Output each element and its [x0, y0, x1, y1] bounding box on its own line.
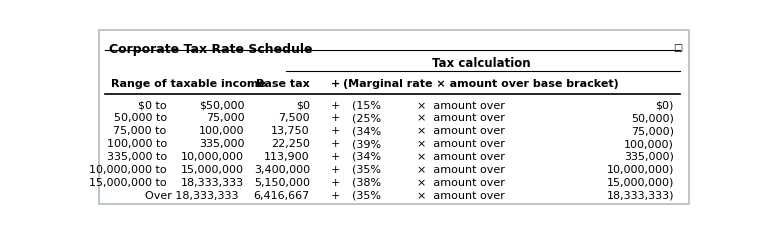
- Text: ×  amount over: × amount over: [417, 100, 505, 110]
- Text: 6,416,667: 6,416,667: [253, 190, 310, 200]
- Text: ×  amount over: × amount over: [417, 177, 505, 187]
- Text: $0: $0: [296, 100, 310, 110]
- Text: 100,000): 100,000): [624, 139, 674, 149]
- Text: Base tax: Base tax: [256, 79, 310, 89]
- Text: 335,000): 335,000): [624, 151, 674, 161]
- Text: +: +: [331, 151, 340, 161]
- Text: +: +: [331, 113, 340, 123]
- Text: 100,000 to: 100,000 to: [106, 139, 166, 149]
- Text: 15,000,000: 15,000,000: [181, 164, 244, 174]
- Text: +: +: [331, 177, 340, 187]
- Text: 335,000: 335,000: [199, 139, 244, 149]
- Text: 13,750: 13,750: [271, 126, 310, 136]
- Text: 100,000: 100,000: [199, 126, 244, 136]
- Text: +: +: [331, 100, 340, 110]
- Text: 10,000,000 to: 10,000,000 to: [89, 164, 166, 174]
- Text: 113,900: 113,900: [264, 151, 310, 161]
- Text: (15%: (15%: [352, 100, 380, 110]
- Text: 22,250: 22,250: [271, 139, 310, 149]
- Text: ×  amount over: × amount over: [417, 164, 505, 174]
- Text: (25%: (25%: [352, 113, 381, 123]
- Text: 75,000 to: 75,000 to: [113, 126, 166, 136]
- Text: ×  amount over: × amount over: [417, 190, 505, 200]
- Text: (35%: (35%: [352, 164, 380, 174]
- Text: (39%: (39%: [352, 139, 381, 149]
- Text: 18,333,333: 18,333,333: [181, 177, 244, 187]
- Text: $0): $0): [655, 100, 674, 110]
- Text: $50,000: $50,000: [199, 100, 244, 110]
- Text: 3,400,000: 3,400,000: [254, 164, 310, 174]
- Text: (34%: (34%: [352, 126, 381, 136]
- Text: (35%: (35%: [352, 190, 380, 200]
- Text: 15,000,000 to: 15,000,000 to: [89, 177, 166, 187]
- Text: (Marginal rate × amount over base bracket): (Marginal rate × amount over base bracke…: [343, 79, 619, 89]
- Text: 50,000): 50,000): [631, 113, 674, 123]
- Text: 15,000,000): 15,000,000): [607, 177, 674, 187]
- Text: +: +: [331, 164, 340, 174]
- Text: 75,000): 75,000): [631, 126, 674, 136]
- Text: +: +: [331, 139, 340, 149]
- Text: ×  amount over: × amount over: [417, 126, 505, 136]
- Text: Corporate Tax Rate Schedule: Corporate Tax Rate Schedule: [109, 43, 313, 56]
- Text: ×  amount over: × amount over: [417, 113, 505, 123]
- Text: +: +: [331, 79, 340, 89]
- Text: +: +: [331, 190, 340, 200]
- Text: +: +: [331, 126, 340, 136]
- Text: 7,500: 7,500: [278, 113, 310, 123]
- Text: 75,000: 75,000: [206, 113, 244, 123]
- Text: 18,333,333): 18,333,333): [607, 190, 674, 200]
- Text: Range of taxable income: Range of taxable income: [112, 79, 266, 89]
- Text: 10,000,000): 10,000,000): [607, 164, 674, 174]
- Text: ×  amount over: × amount over: [417, 151, 505, 161]
- Text: 10,000,000: 10,000,000: [181, 151, 244, 161]
- Text: $0 to: $0 to: [138, 100, 166, 110]
- Text: Over 18,333,333: Over 18,333,333: [145, 190, 238, 200]
- Text: (34%: (34%: [352, 151, 381, 161]
- Text: 335,000 to: 335,000 to: [106, 151, 166, 161]
- Text: 50,000 to: 50,000 to: [113, 113, 166, 123]
- FancyBboxPatch shape: [99, 30, 689, 204]
- Text: □: □: [673, 43, 682, 53]
- Text: (38%: (38%: [352, 177, 381, 187]
- Text: Tax calculation: Tax calculation: [432, 57, 531, 70]
- Text: ×  amount over: × amount over: [417, 139, 505, 149]
- Text: 5,150,000: 5,150,000: [254, 177, 310, 187]
